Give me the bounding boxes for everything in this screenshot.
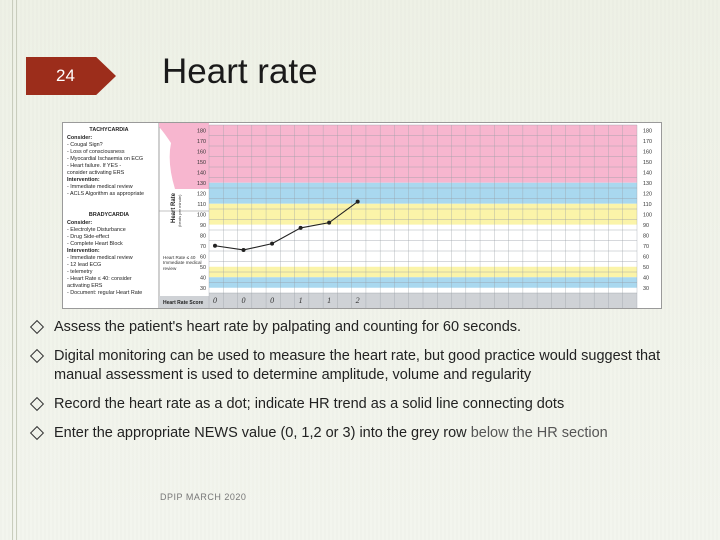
y-tick-label: 180 — [643, 128, 652, 134]
brady-intervention-item: - Immediate medical review — [67, 255, 133, 261]
y-tick-label: 90 — [200, 223, 206, 229]
brady-intervention-item: - 12 lead ECG — [67, 262, 101, 268]
y-tick-label: 150 — [643, 160, 652, 166]
tachy-item: - Loss of consciousness — [67, 149, 125, 155]
y-tick-label: 60 — [643, 254, 649, 260]
brady-intervention-label: Intervention: — [67, 248, 100, 254]
footer-text: DPIP MARCH 2020 — [160, 492, 247, 502]
brady-consider-label: Consider: — [67, 220, 92, 226]
hr-score-value: 2 — [356, 296, 360, 305]
list-item: Enter the appropriate NEWS value (0, 1,2… — [29, 424, 700, 443]
list-item: Digital monitoring can be used to measur… — [29, 347, 700, 385]
tachy-item: - Heart failure. If YES - — [67, 163, 121, 169]
brady-intervention-item: activating ERS — [67, 283, 103, 289]
bullet-list: Assess the patient's heart rate by palpa… — [29, 318, 700, 453]
diamond-bullet-icon — [29, 396, 45, 412]
y-tick-label: 170 — [643, 139, 652, 145]
brady-intervention-item: - Heart Rate ≤ 40: consider — [67, 276, 132, 282]
tachy-item: - Myocardial Ischaemia on ECG — [67, 156, 143, 162]
y-tick-label: 130 — [643, 181, 652, 187]
hr-side-label: Heart Rate — [171, 192, 177, 223]
bullet-text: Assess the patient's heart rate by palpa… — [54, 319, 522, 335]
y-tick-label: 50 — [643, 265, 649, 271]
heart-rate-chart: TACHYCARDIA Consider: - Cougal Sign? - L… — [62, 122, 662, 309]
hr-data-point — [213, 243, 217, 248]
y-tick-label: 160 — [643, 149, 652, 155]
y-tick-label: 40 — [200, 275, 206, 281]
tachy-item: consider activating ERS — [67, 170, 125, 176]
hr-trend-line — [214, 201, 358, 251]
y-tick-label: 70 — [200, 244, 206, 250]
y-tick-label: 70 — [643, 244, 649, 250]
y-tick-label: 150 — [197, 160, 206, 166]
y-tick-label: 100 — [643, 212, 652, 218]
tachy-intervention-label: Intervention: — [67, 177, 100, 183]
hr-data-point — [355, 199, 360, 204]
y-tick-label: 110 — [197, 202, 206, 208]
slide-number-badge: 24 — [26, 57, 116, 95]
score-row-label: Heart Rate Score — [163, 300, 204, 306]
y-tick-label: 50 — [200, 265, 206, 271]
brady-item: - Electrolyte Disturbance — [67, 227, 126, 233]
brady-intervention-item: - Document: regular Heart Rate — [67, 290, 142, 296]
hr-data-point — [270, 241, 275, 246]
hr-score-value: 1 — [299, 296, 303, 305]
hr-data-point — [298, 225, 303, 230]
list-item: Record the heart rate as a dot; indicate… — [29, 395, 700, 414]
y-tick-label: 140 — [197, 170, 206, 176]
tachy-intervention-item: - Immediate medical review — [67, 184, 133, 190]
hr-score-value: 0 — [270, 296, 274, 305]
brady-intervention-item: - telemetry — [67, 269, 93, 275]
slide-number: 24 — [56, 66, 75, 85]
y-tick-label: 100 — [197, 212, 206, 218]
y-tick-label: 40 — [643, 275, 649, 281]
y-tick-label: 30 — [643, 286, 649, 292]
hr40-note: Heart Rate ≤ 40 Immediate medical review — [163, 255, 202, 271]
y-tick-label: 30 — [200, 286, 206, 292]
y-tick-label: 120 — [643, 191, 652, 197]
decor-line — [12, 0, 13, 540]
decor-line — [16, 0, 17, 540]
y-tick-label: 130 — [197, 181, 206, 187]
bullet-text: Digital monitoring can be used to measur… — [54, 348, 661, 383]
y-tick-label: 80 — [200, 233, 206, 239]
hr-score-value: 0 — [242, 296, 246, 305]
y-tick-label: 170 — [197, 139, 206, 145]
brady-item: - Drug Side-effect — [67, 234, 110, 240]
tachy-heading: TACHYCARDIA — [89, 127, 128, 133]
hr-side-sublabel: (beats per minute) — [177, 194, 182, 227]
y-tick-label: 80 — [643, 233, 649, 239]
tachy-intervention-item: - ACLS Algorithm as appropriate — [67, 191, 144, 197]
y-tick-label: 160 — [197, 149, 206, 155]
brady-heading: BRADYCARDIA — [89, 212, 129, 218]
tachy-item: - Cougal Sign? — [67, 142, 103, 148]
diamond-bullet-icon — [29, 425, 45, 441]
diamond-bullet-icon — [29, 348, 45, 364]
y-tick-label: 60 — [200, 254, 206, 260]
page-title: Heart rate — [162, 52, 318, 91]
brady-item: - Complete Heart Block — [67, 241, 123, 247]
bullet-text: Enter the appropriate NEWS value (0, 1,2… — [54, 425, 471, 441]
hr-data-point — [241, 247, 246, 252]
bullet-text-muted: below the HR section — [470, 425, 608, 441]
tachy-consider-label: Consider: — [67, 135, 92, 141]
hr-score-value: 0 — [213, 296, 217, 305]
hr-data-point — [327, 220, 332, 225]
y-tick-label: 120 — [197, 191, 206, 197]
bullet-text: Record the heart rate as a dot; indicate… — [54, 396, 565, 412]
y-tick-label: 110 — [643, 202, 652, 208]
y-tick-label: 140 — [643, 170, 652, 176]
y-tick-label: 180 — [197, 128, 206, 134]
hr-score-value: 1 — [327, 296, 331, 305]
y-tick-label: 90 — [643, 223, 649, 229]
heart-rate-chart-svg: TACHYCARDIA Consider: - Cougal Sign? - L… — [63, 123, 661, 308]
list-item: Assess the patient's heart rate by palpa… — [29, 318, 700, 337]
diamond-bullet-icon — [29, 319, 45, 335]
